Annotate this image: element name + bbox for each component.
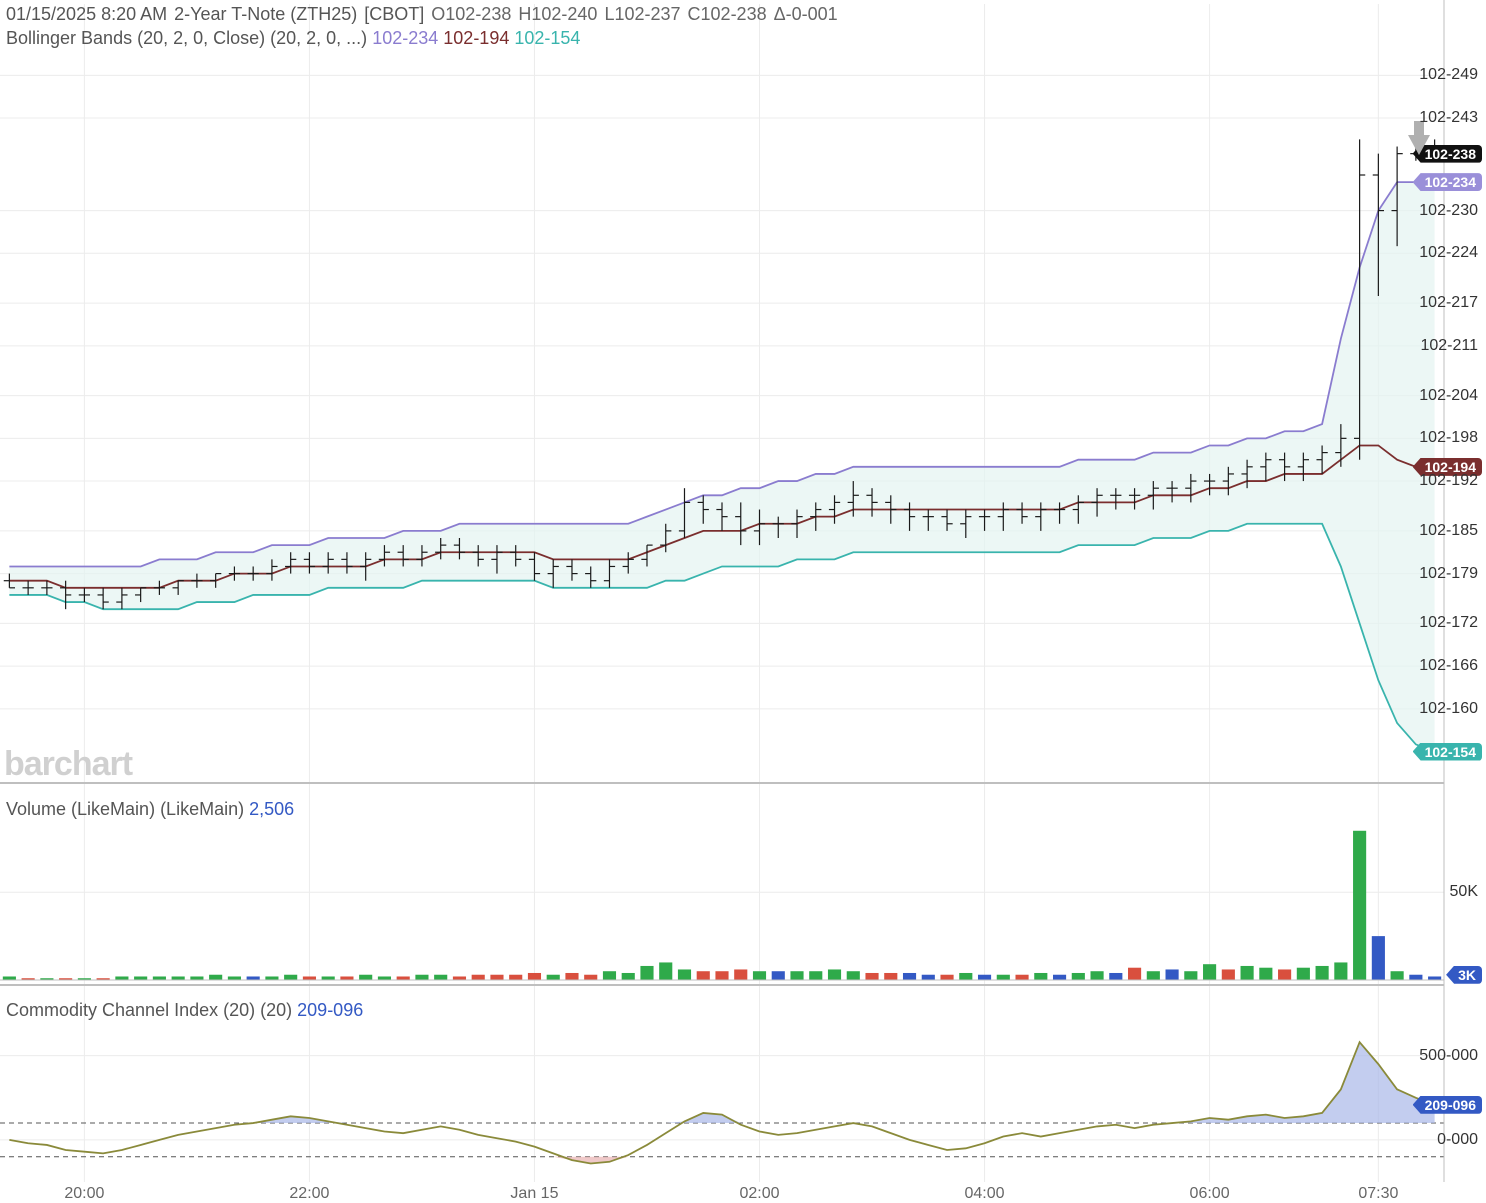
vol-label: Volume (LikeMain) (LikeMain)	[6, 799, 244, 819]
bb-mid-val: 102-194	[443, 28, 509, 48]
cci-header: Commodity Channel Index (20) (20) 209-09…	[6, 1000, 363, 1021]
y-tick-label: 102-230	[1419, 202, 1478, 220]
y-tick-label: 50K	[1450, 883, 1478, 901]
y-tick-label: 102-204	[1419, 387, 1478, 405]
close-label: C102-238	[688, 4, 767, 24]
y-tick-label: 102-160	[1419, 700, 1478, 718]
cci-label: Commodity Channel Index (20) (20)	[6, 1000, 292, 1020]
high-label: H102-240	[518, 4, 597, 24]
y-tick-label: 102-172	[1419, 614, 1478, 632]
bb-label: Bollinger Bands (20, 2, 0, Close) (20, 2…	[6, 28, 367, 48]
cci-val: 209-096	[297, 1000, 363, 1020]
delta-label: Δ-0-001	[774, 4, 838, 24]
price-tag: 102-234	[1413, 173, 1482, 191]
y-tick-label: 102-166	[1419, 657, 1478, 675]
bb-lower-val: 102-154	[514, 28, 580, 48]
low-label: L102-237	[604, 4, 680, 24]
y-tick-label: 102-192	[1419, 472, 1478, 490]
x-tick-label: 02:00	[739, 1185, 779, 1203]
watermark-logo: barchart	[4, 745, 132, 784]
y-tick-label: 102-224	[1419, 244, 1478, 262]
price-tag: 102-154	[1413, 743, 1482, 761]
x-tick-label: 06:00	[1190, 1185, 1230, 1203]
y-tick-label: 102-185	[1419, 522, 1478, 540]
datetime-label: 01/15/2025 8:20 AM	[6, 4, 167, 24]
x-tick-label: 20:00	[64, 1185, 104, 1203]
volume-header: Volume (LikeMain) (LikeMain) 2,506	[6, 799, 294, 820]
y-tick-label: 102-198	[1419, 429, 1478, 447]
bb-upper-val: 102-234	[372, 28, 438, 48]
y-tick-label: 102-249	[1419, 66, 1478, 84]
y-tick-label: 0-000	[1437, 1131, 1478, 1149]
x-tick-label: 22:00	[289, 1185, 329, 1203]
y-tick-label: 102-243	[1419, 109, 1478, 127]
vol-val: 2,506	[249, 799, 294, 819]
x-tick-label: Jan 15	[510, 1185, 558, 1203]
chart-container[interactable]: 01/15/2025 8:20 AM 2-Year T-Note (ZTH25)…	[0, 0, 1486, 1191]
y-tick-label: 102-211	[1420, 337, 1478, 355]
x-tick-label: 07:30	[1358, 1185, 1398, 1203]
ohlc-header: 01/15/2025 8:20 AM 2-Year T-Note (ZTH25)…	[6, 4, 840, 25]
y-tick-label: 102-179	[1419, 565, 1478, 583]
x-tick-label: 04:00	[965, 1185, 1005, 1203]
open-label: O102-238	[431, 4, 511, 24]
bollinger-header: Bollinger Bands (20, 2, 0, Close) (20, 2…	[6, 28, 580, 49]
y-tick-label: 102-217	[1419, 294, 1478, 312]
exchange-label: [CBOT]	[364, 4, 424, 24]
price-tag: 209-096	[1413, 1096, 1482, 1114]
symbol-label: 2-Year T-Note (ZTH25)	[174, 4, 357, 24]
y-tick-label: 500-000	[1419, 1047, 1478, 1065]
